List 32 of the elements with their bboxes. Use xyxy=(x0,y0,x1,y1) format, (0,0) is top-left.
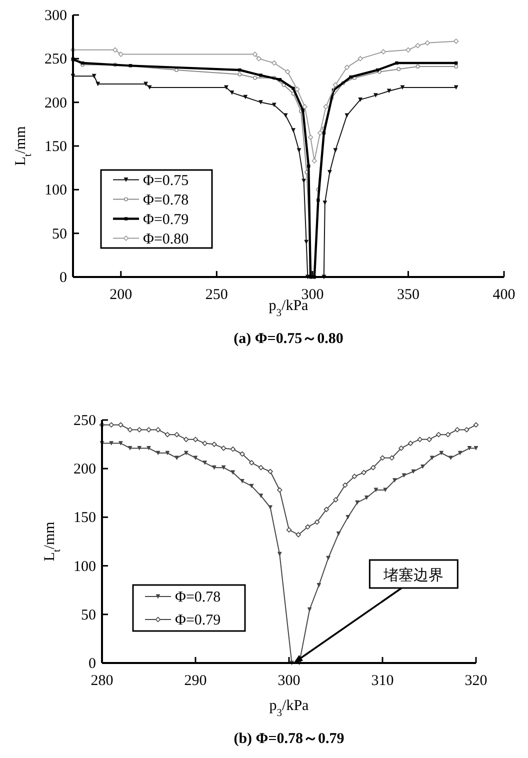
y-tick-label: 150 xyxy=(44,139,67,155)
x-tick-label: 250 xyxy=(205,287,228,303)
y-tick-label: 50 xyxy=(81,607,96,624)
y-tick-label: 100 xyxy=(74,558,96,575)
legend-label: Φ=0.75 xyxy=(143,172,189,189)
x-tick-label: 300 xyxy=(278,673,300,689)
legend-label: Φ=0.78 xyxy=(175,590,221,606)
y-tick-label: 250 xyxy=(74,413,96,429)
x-tick-label: 290 xyxy=(184,673,207,689)
y-tick-label: 200 xyxy=(74,462,96,478)
x-tick-label: 310 xyxy=(371,673,394,689)
y-tick-label: 200 xyxy=(44,95,67,112)
y-tick-label: 150 xyxy=(74,510,96,526)
x-tick-label: 320 xyxy=(464,673,488,689)
y-tick-label: 300 xyxy=(44,8,67,24)
x-axis-title: p$_{3}$/kPa xyxy=(269,698,310,718)
text: (a) Φ=0.75～0.80 xyxy=(234,331,344,347)
legend-label: Φ=0.78 xyxy=(143,192,189,208)
x-tick-label: 200 xyxy=(110,287,132,303)
y-tick-label: 100 xyxy=(44,182,67,199)
x-tick-label: 350 xyxy=(396,287,420,303)
x-tick-label: 280 xyxy=(90,673,114,689)
y-tick-label: 0 xyxy=(88,656,96,672)
legend-label: Φ=0.79 xyxy=(143,212,189,228)
y-tick-label: 50 xyxy=(52,226,67,242)
annotation: 堵塞边界 xyxy=(382,567,444,584)
text: (b) Φ=0.78～0.79 xyxy=(234,731,344,747)
y-tick-label: 0 xyxy=(60,270,67,286)
y-tick-label: 250 xyxy=(44,52,67,68)
legend-label: Φ=0.79 xyxy=(175,612,221,628)
legend-label: Φ=0.80 xyxy=(143,231,189,248)
x-tick-label: 400 xyxy=(492,287,516,303)
